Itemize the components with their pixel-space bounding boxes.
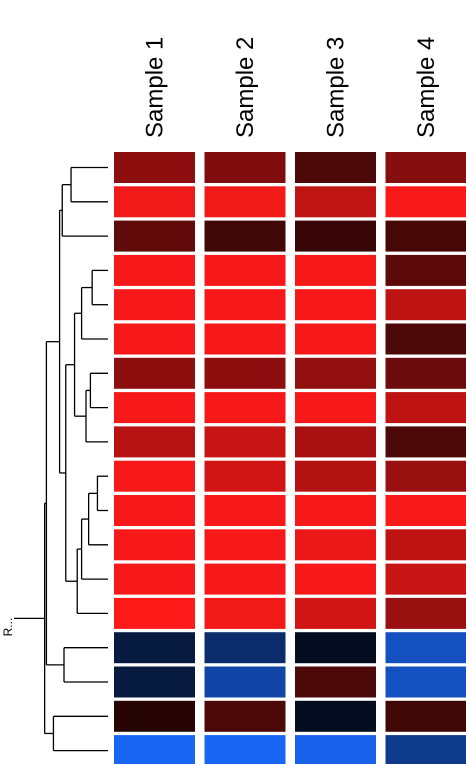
heatmap-cell — [114, 152, 195, 183]
heatmap-cell — [295, 632, 376, 664]
heatmap-cell — [204, 666, 286, 698]
heatmap-cell — [204, 152, 286, 183]
heatmap-cell — [295, 735, 376, 764]
heatmap-cell — [204, 392, 286, 424]
heatmap-cell — [385, 289, 466, 321]
heatmap-cell — [385, 460, 466, 492]
heatmap-cell — [204, 563, 286, 595]
heatmap-cell — [385, 357, 466, 389]
heatmap-cell — [114, 426, 195, 458]
heatmap-cell — [295, 323, 376, 355]
heatmap-cell — [114, 735, 195, 764]
heatmap-cell — [385, 495, 466, 526]
heatmap-cell — [295, 357, 376, 389]
heatmap-cell — [385, 735, 466, 764]
heatmap-cell — [385, 666, 466, 698]
heatmap-cell — [295, 666, 376, 698]
heatmap-cell — [295, 186, 376, 218]
heatmap-cell — [295, 563, 376, 595]
heatmap-cell — [114, 186, 195, 218]
heatmap-cell — [204, 186, 286, 218]
heatmap-cell — [295, 597, 376, 629]
heatmap-cell — [385, 700, 466, 732]
heatmap-cell — [385, 597, 466, 629]
heatmap-cell — [385, 152, 466, 183]
column-label-3: Sample 3 — [323, 37, 350, 138]
heatmap-cell — [295, 426, 376, 458]
heatmap-cell — [385, 254, 466, 286]
heatmap-cell — [114, 460, 195, 492]
heatmap-cell — [295, 289, 376, 321]
heatmap-cell — [204, 426, 286, 458]
heatmap-cell — [295, 529, 376, 561]
heatmap-cell — [204, 632, 286, 664]
heatmap-cell — [114, 666, 195, 698]
heatmap-cell — [114, 357, 195, 389]
heatmap-cell — [385, 220, 466, 252]
heatmap-cell — [204, 495, 286, 526]
heatmap-cell — [114, 392, 195, 424]
column-label-1: Sample 1 — [142, 37, 169, 138]
heatmap-cell — [385, 632, 466, 664]
heatmap-cell — [295, 254, 376, 286]
heatmap-cell — [204, 357, 286, 389]
heatmap-cell — [114, 323, 195, 355]
heatmap-cells — [114, 152, 466, 764]
heatmap-cell — [295, 495, 376, 526]
dendrogram-root-label: R... — [1, 618, 15, 637]
heatmap-cell — [385, 529, 466, 561]
heatmap-cell — [204, 735, 286, 764]
heatmap-cell — [114, 529, 195, 561]
heatmap-cell — [114, 289, 195, 321]
heatmap-cell — [114, 220, 195, 252]
heatmap-cell — [114, 495, 195, 526]
heatmap-cell — [385, 392, 466, 424]
heatmap-cell — [385, 563, 466, 595]
heatmap-cell — [204, 254, 286, 286]
heatmap-cell — [114, 563, 195, 595]
column-labels: Sample 1 Sample 2 Sample 3 Sample 4 — [142, 37, 441, 138]
heatmap-cell — [204, 597, 286, 629]
heatmap-cell — [114, 597, 195, 629]
heatmap-cell — [204, 220, 286, 252]
heatmap-cell — [114, 254, 195, 286]
heatmap-cell — [204, 529, 286, 561]
heatmap-cell — [114, 700, 195, 732]
heatmap-cell — [295, 392, 376, 424]
column-label-2: Sample 2 — [232, 37, 259, 138]
heatmap-cell — [295, 460, 376, 492]
column-label-4: Sample 4 — [413, 37, 440, 138]
heatmap-cell — [204, 323, 286, 355]
heatmap-cell — [295, 220, 376, 252]
heatmap-cell — [295, 152, 376, 183]
row-dendrogram — [14, 166, 108, 752]
heatmap-cell — [385, 186, 466, 218]
heatmap-cell — [295, 700, 376, 732]
heatmap-cell — [385, 426, 466, 458]
heatmap-cell — [204, 289, 286, 321]
heatmap-cell — [114, 632, 195, 664]
heatmap-cell — [385, 323, 466, 355]
heatmap-cell — [204, 700, 286, 732]
heatmap-cell — [204, 460, 286, 492]
